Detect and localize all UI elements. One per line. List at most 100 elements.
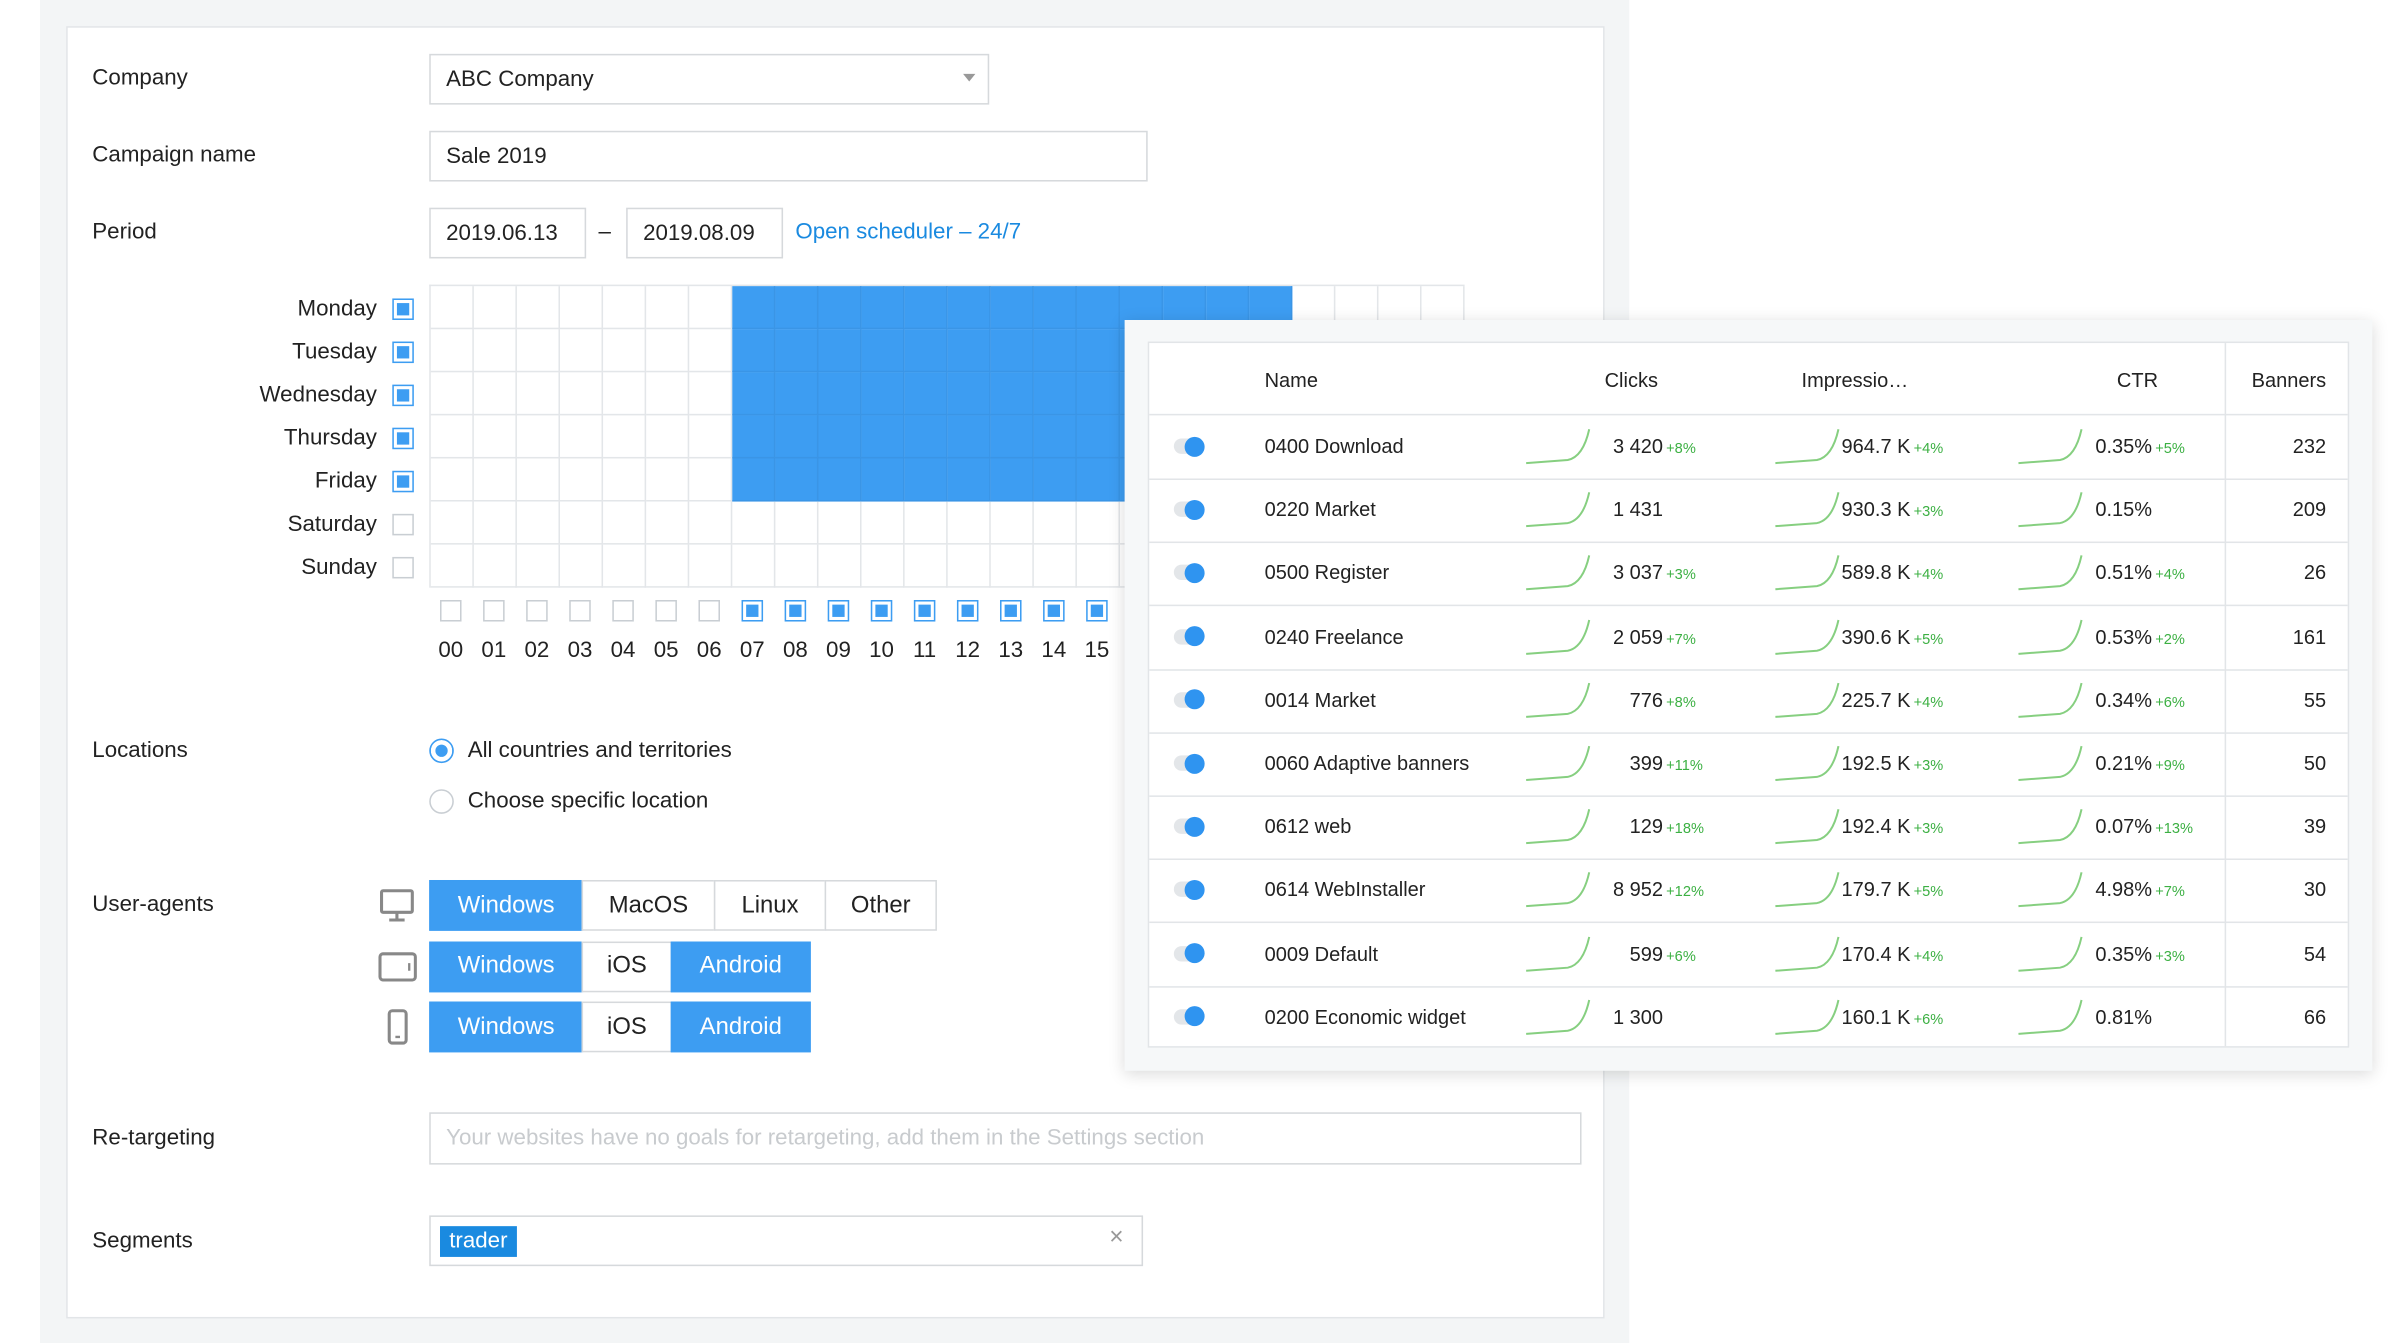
agent-button[interactable]: Windows [429,879,584,931]
day-checkbox[interactable] [392,556,414,579]
schedule-cell[interactable] [990,544,1034,588]
agent-button[interactable]: Windows [429,940,584,992]
schedule-cell[interactable] [1033,458,1077,502]
schedule-cell[interactable] [1076,329,1120,373]
agent-button[interactable]: MacOS [581,879,716,931]
schedule-cell[interactable] [516,415,560,459]
row-toggle-knob[interactable] [1184,562,1205,583]
schedule-cell[interactable] [904,415,948,459]
agent-button[interactable]: Linux [713,879,827,931]
day-checkbox[interactable] [392,427,414,450]
schedule-cell[interactable] [646,286,690,330]
schedule-cell[interactable] [818,415,862,459]
schedule-cell[interactable] [430,458,474,502]
schedule-cell[interactable] [1033,329,1077,373]
row-toggle-knob[interactable] [1184,626,1205,647]
hour-checkbox[interactable] [827,599,850,622]
schedule-cell[interactable] [689,372,733,416]
schedule-cell[interactable] [1076,458,1120,502]
hour-checkbox[interactable] [870,599,893,622]
hour-checkbox[interactable] [913,599,936,622]
schedule-cell[interactable] [516,329,560,373]
schedule-cell[interactable] [947,458,991,502]
schedule-cell[interactable] [516,544,560,588]
schedule-cell[interactable] [473,501,517,545]
schedule-cell[interactable] [559,501,604,545]
clear-button[interactable]: × [1109,1224,1124,1251]
schedule-cell[interactable] [516,501,560,545]
hour-checkbox[interactable] [999,599,1022,622]
schedule-cell[interactable] [861,458,905,502]
agent-button[interactable]: iOS [581,940,673,992]
schedule-cell[interactable] [516,458,560,502]
agent-button[interactable]: Windows [429,1001,584,1053]
schedule-cell[interactable] [990,286,1034,330]
schedule-cell[interactable] [990,372,1034,416]
hour-checkbox[interactable] [1086,599,1108,622]
schedule-cell[interactable] [559,544,604,588]
row-toggle-knob[interactable] [1184,1006,1205,1027]
schedule-cell[interactable] [947,501,991,545]
schedule-cell[interactable] [947,286,991,330]
schedule-cell[interactable] [990,458,1034,502]
schedule-cell[interactable] [689,329,733,373]
schedule-cell[interactable] [775,501,819,545]
agent-button[interactable]: Android [670,940,811,992]
schedule-cell[interactable] [990,501,1034,545]
company-select[interactable]: ABC Company [429,53,990,105]
schedule-cell[interactable] [430,372,474,416]
schedule-cell[interactable] [904,329,948,373]
row-toggle-knob[interactable] [1184,943,1205,964]
schedule-cell[interactable] [1076,415,1120,459]
row-toggle-knob[interactable] [1184,753,1205,774]
schedule-cell[interactable] [732,415,776,459]
schedule-cell[interactable] [732,501,776,545]
schedule-cell[interactable] [430,501,474,545]
schedule-cell[interactable] [430,415,474,459]
schedule-cell[interactable] [646,372,690,416]
row-toggle-knob[interactable] [1184,816,1205,837]
schedule-cell[interactable] [689,501,733,545]
schedule-cell[interactable] [904,286,948,330]
schedule-cell[interactable] [818,286,862,330]
day-checkbox[interactable] [392,384,414,407]
agent-button[interactable]: Android [670,1001,811,1053]
schedule-cell[interactable] [603,372,647,416]
hour-checkbox[interactable] [784,599,807,622]
schedule-cell[interactable] [430,329,474,373]
schedule-cell[interactable] [1076,372,1120,416]
row-toggle-knob[interactable] [1184,499,1205,520]
schedule-cell[interactable] [904,458,948,502]
schedule-cell[interactable] [603,415,647,459]
schedule-cell[interactable] [646,415,690,459]
schedule-cell[interactable] [516,286,560,330]
schedule-cell[interactable] [430,286,474,330]
schedule-cell[interactable] [559,286,604,330]
schedule-cell[interactable] [516,372,560,416]
schedule-cell[interactable] [559,415,604,459]
schedule-cell[interactable] [732,329,776,373]
schedule-cell[interactable] [1033,544,1077,588]
schedule-cell[interactable] [732,286,776,330]
day-checkbox[interactable] [392,341,414,364]
schedule-cell[interactable] [818,501,862,545]
agent-button[interactable]: iOS [581,1001,673,1053]
schedule-cell[interactable] [689,286,733,330]
schedule-cell[interactable] [559,458,604,502]
day-checkbox[interactable] [392,513,414,536]
schedule-cell[interactable] [990,415,1034,459]
hour-checkbox[interactable] [569,599,591,622]
schedule-cell[interactable] [947,372,991,416]
schedule-cell[interactable] [473,329,517,373]
schedule-cell[interactable] [904,544,948,588]
schedule-cell[interactable] [689,458,733,502]
scheduler-link[interactable]: Open scheduler – 24/7 [795,219,1022,245]
schedule-cell[interactable] [861,501,905,545]
schedule-cell[interactable] [818,372,862,416]
schedule-cell[interactable] [1033,372,1077,416]
schedule-cell[interactable] [430,544,474,588]
schedule-cell[interactable] [603,544,647,588]
schedule-cell[interactable] [646,501,690,545]
hour-checkbox[interactable] [1043,599,1065,622]
schedule-cell[interactable] [603,458,647,502]
